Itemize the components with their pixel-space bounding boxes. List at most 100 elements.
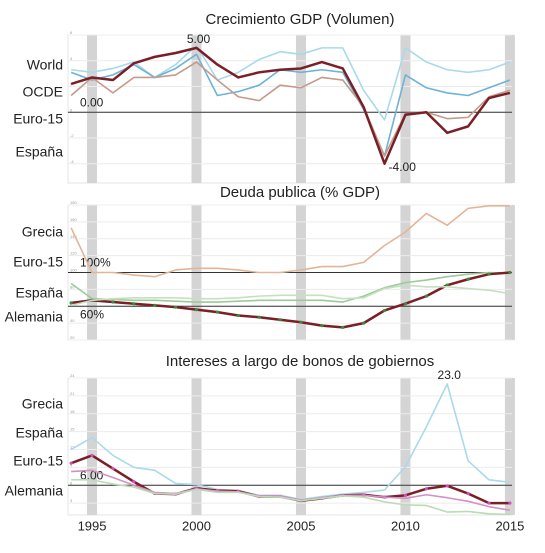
year-band <box>87 378 98 515</box>
point <box>69 301 73 305</box>
y-tick-label: 40 <box>70 318 75 323</box>
y-tick-label: 4 <box>70 56 73 61</box>
year-band <box>87 35 98 183</box>
y-tick-label: 21 <box>70 391 75 396</box>
point <box>153 303 157 308</box>
y-tick-label: -4 <box>70 159 74 164</box>
series-label: Euro-15 <box>13 254 63 270</box>
point <box>424 487 428 491</box>
series-label: España <box>16 285 64 301</box>
point <box>215 310 219 314</box>
series-line <box>70 53 511 157</box>
reference-label: 60% <box>80 307 104 321</box>
y-tick-label: 6 <box>70 30 73 35</box>
y-tick-label: 12 <box>70 445 75 450</box>
series-line <box>71 44 511 121</box>
series-label: España <box>16 425 64 441</box>
y-tick-label: 80 <box>70 284 75 289</box>
x-tick-label: 2000 <box>182 518 211 533</box>
y-tick-label: 9 <box>70 462 73 467</box>
series-line <box>70 46 511 165</box>
year-band <box>400 35 411 183</box>
series-label: Grecia <box>22 396 63 412</box>
point <box>90 453 94 458</box>
point <box>445 283 449 287</box>
series-line <box>70 61 511 157</box>
point <box>487 501 491 505</box>
chart-title: Intereses a largo de bonos de gobiernos <box>166 353 435 370</box>
point <box>278 318 282 322</box>
series-line <box>70 271 511 329</box>
point <box>508 270 512 275</box>
series-label: Alemania <box>5 483 64 499</box>
year-band <box>504 378 515 515</box>
annotation: -4.00 <box>389 160 417 174</box>
point <box>403 493 408 497</box>
y-tick-label: 20 <box>70 335 75 340</box>
annotation: 23.0 <box>438 368 462 382</box>
plot-area <box>67 34 513 184</box>
year-band <box>191 35 202 183</box>
series-line <box>71 479 510 516</box>
chart-title: Crecimiento GDP (Volumen) <box>206 11 395 28</box>
y-tick-label: 0 <box>70 107 73 112</box>
y-tick-label: 15 <box>70 427 75 432</box>
point <box>194 308 199 312</box>
annotation: 5.00 <box>187 32 211 46</box>
year-band <box>295 378 306 515</box>
y-tick-label: -2 <box>70 133 74 138</box>
chart-title: Deuda publica (% GDP) <box>220 184 380 201</box>
point <box>382 308 387 313</box>
series-label: Euro-15 <box>13 111 63 127</box>
reference-label: 100% <box>80 256 111 270</box>
year-band <box>191 378 202 515</box>
series-label: OCDE <box>23 84 63 100</box>
x-tick-label: 2010 <box>391 518 420 533</box>
series-line <box>70 271 510 303</box>
point <box>403 302 408 306</box>
point <box>236 313 240 318</box>
x-tick-label: 2005 <box>287 518 316 533</box>
point <box>111 466 115 471</box>
y-tick-label: 180 <box>70 200 77 205</box>
point <box>257 315 261 319</box>
point <box>466 491 470 496</box>
point <box>362 321 366 325</box>
point <box>341 325 345 329</box>
plot-area <box>67 377 513 516</box>
x-tick-label: 2015 <box>495 518 524 533</box>
point <box>487 272 491 276</box>
series-label: España <box>16 144 64 160</box>
y-tick-label: 100 <box>70 268 77 273</box>
y-tick-label: 6 <box>70 480 73 485</box>
y-tick-label: 120 <box>70 251 77 256</box>
series-label: Grecia <box>22 224 63 240</box>
reference-label: 0.00 <box>80 95 104 109</box>
point <box>132 302 136 306</box>
year-band <box>504 35 515 183</box>
point <box>320 324 324 328</box>
series-line <box>70 205 510 278</box>
point <box>424 294 428 298</box>
point <box>508 501 512 505</box>
series-label: World <box>27 57 63 73</box>
point <box>111 300 115 304</box>
year-band <box>400 378 411 515</box>
point <box>299 320 303 324</box>
series-label: Euro-15 <box>13 453 63 469</box>
series-line <box>71 469 511 512</box>
point <box>174 305 178 309</box>
y-tick-label: 140 <box>70 234 77 239</box>
point <box>69 461 73 465</box>
point <box>445 484 449 488</box>
y-tick-label: 160 <box>70 217 77 222</box>
point <box>466 277 470 281</box>
year-band <box>295 35 306 183</box>
point <box>132 480 136 484</box>
series-line <box>70 284 511 307</box>
y-tick-label: 24 <box>70 373 75 378</box>
series-label: Alemania <box>5 309 64 325</box>
x-tick-label: 1995 <box>78 518 107 533</box>
y-tick-label: 3 <box>70 498 73 503</box>
